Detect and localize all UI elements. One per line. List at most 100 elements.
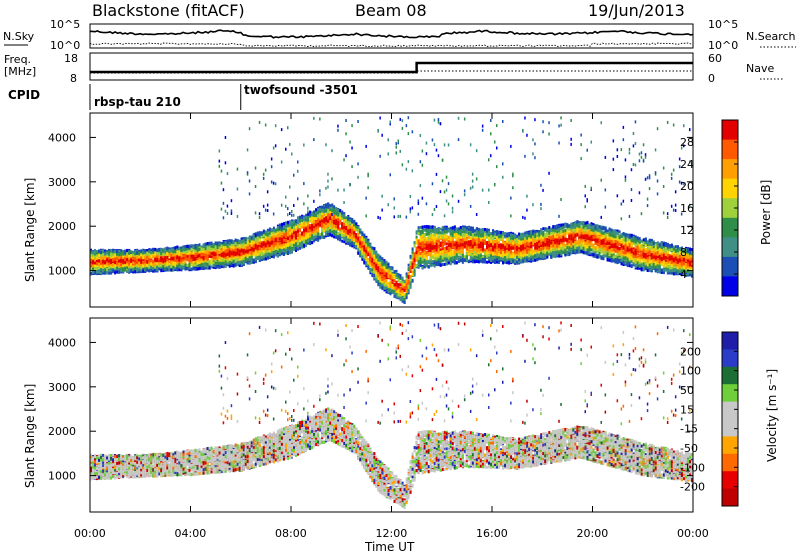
power-cell [311,234,314,238]
power-cell [108,248,111,252]
power-cell [248,244,251,248]
power-cell [174,263,177,267]
power-cell [132,270,135,274]
power-cell [104,268,107,272]
power-cell [287,240,289,244]
power-cell [297,225,299,229]
power-cell [301,222,304,226]
power-cell [311,216,314,220]
power-cell [274,144,277,148]
power-cell [238,256,241,259]
power-cell [174,249,177,253]
power-cell [206,257,209,261]
power-cell [120,269,123,273]
power-cell [122,264,125,268]
power-cell [285,147,287,151]
power-cell [258,212,261,216]
power-cell [196,264,199,268]
power-cell [144,260,147,264]
power-cell [242,243,245,247]
power-cell [236,257,239,261]
power-cell [289,228,291,232]
power-cell [164,253,167,256]
power-cell [295,236,297,240]
power-cell [313,199,315,203]
power-cell [218,246,221,250]
power-cell [331,225,334,228]
power-cell [156,268,159,271]
power-cell [140,268,143,272]
power-cell [182,246,185,250]
power-cell [274,182,277,186]
power-cell [100,254,102,258]
power-cell [200,258,203,262]
power-cell [184,257,187,261]
power-cell [140,256,143,260]
power-cell [246,251,249,255]
power-cell [200,247,203,251]
power-cell [238,261,241,265]
power-cell [122,260,125,264]
power-cell [156,255,159,259]
power-cell [118,256,121,260]
power-cell [148,269,151,273]
power-cell [92,265,94,268]
power-cell [293,238,295,241]
power-cell [176,245,179,249]
power-cell [152,263,155,267]
power-cell [244,241,247,245]
power-cell [110,258,113,262]
power-cell [190,254,193,258]
power-cell [236,187,239,191]
power-cell [124,263,127,267]
power-cell [278,251,281,255]
power-cell [266,252,269,256]
power-cell [204,256,207,260]
power-cell [244,257,247,261]
power-cell [307,221,310,225]
power-cell [244,245,247,249]
power-cell [108,259,111,263]
power-cell [194,245,197,249]
power-cell [222,247,225,251]
power-cell [110,254,113,258]
power-cell [246,148,249,152]
power-cell [220,262,223,266]
power-cell [228,254,231,258]
power-cell [329,233,332,237]
power-cell [230,239,233,243]
power-cell [156,253,159,257]
power-cell [311,212,314,216]
power-cell [198,250,201,254]
power-cell [116,249,119,253]
power-cell [299,239,301,243]
power-cell [321,212,324,216]
power-cell [238,239,241,243]
power-cell [313,222,316,226]
power-cell [232,240,235,243]
power-cell [226,252,229,256]
power-cell [299,243,301,247]
power-cell [98,253,100,257]
power-cell [321,209,324,213]
power-cell [280,160,283,164]
power-cell [128,251,131,255]
power-cell [254,255,257,259]
power-cell [196,255,199,259]
power-cell [178,250,181,254]
power-cell [270,157,273,161]
power-cell [196,267,199,271]
power-cell [142,255,145,259]
power-cell [110,257,113,260]
power-cell [188,257,191,261]
power-cell [301,237,304,241]
power-cell [285,204,287,208]
power-cell [315,214,318,218]
power-cell [202,255,205,259]
power-cell [216,241,219,245]
power-cell [309,226,312,230]
power-cell [325,231,328,235]
power-cell [214,245,217,249]
